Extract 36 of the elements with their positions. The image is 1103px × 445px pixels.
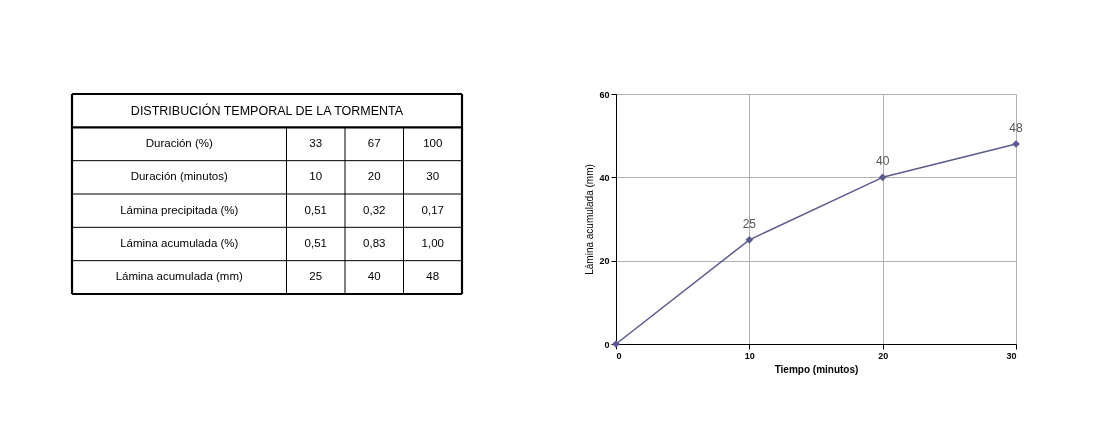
text: DISTRIBUCIÓN TEMPORAL DE LA TORMENTA bbox=[130, 102, 404, 118]
text: 0,51 bbox=[304, 237, 327, 249]
x-tick-label: 10 bbox=[744, 350, 755, 361]
text: 10 bbox=[309, 170, 323, 183]
y-tick-label: 20 bbox=[599, 256, 610, 267]
text: 40 bbox=[367, 270, 381, 283]
text: 1,00 bbox=[421, 237, 444, 249]
x-axis-title: Tiempo (minutos) bbox=[774, 363, 859, 375]
text: Duración (minutos) bbox=[130, 170, 228, 183]
text: 48 bbox=[426, 270, 440, 283]
y-tick-label: 60 bbox=[599, 89, 610, 100]
text: 0,51 bbox=[304, 203, 327, 216]
point bbox=[745, 235, 754, 244]
text: Duración (%) bbox=[145, 137, 213, 149]
x-tick-label: 30 bbox=[1006, 350, 1017, 361]
text: 0,17 bbox=[421, 203, 444, 216]
y-axis-title: Lámina acumulada (mm) bbox=[584, 164, 596, 275]
text: 0,83 bbox=[363, 237, 386, 249]
x-tick-label: 20 bbox=[878, 350, 889, 361]
text: 20 bbox=[367, 170, 381, 183]
data-label: 25 bbox=[742, 216, 757, 231]
text: 33 bbox=[309, 137, 323, 149]
text: Lámina acumulada (mm) bbox=[115, 270, 244, 283]
data-label: 40 bbox=[875, 154, 890, 169]
text: 67 bbox=[367, 137, 381, 149]
text: Lámina precipitada (%) bbox=[120, 203, 239, 216]
y-tick-label: 40 bbox=[599, 172, 610, 183]
text: 30 bbox=[426, 170, 440, 183]
text: 25 bbox=[309, 270, 323, 283]
point bbox=[878, 173, 887, 182]
text: 0,32 bbox=[363, 203, 386, 216]
x-tick-label: 0 bbox=[616, 350, 622, 361]
y-tick-label: 0 bbox=[604, 339, 610, 350]
data-label: 48 bbox=[1009, 121, 1023, 135]
text: Lámina acumulada (%) bbox=[120, 237, 239, 249]
text: 100 bbox=[423, 137, 443, 149]
